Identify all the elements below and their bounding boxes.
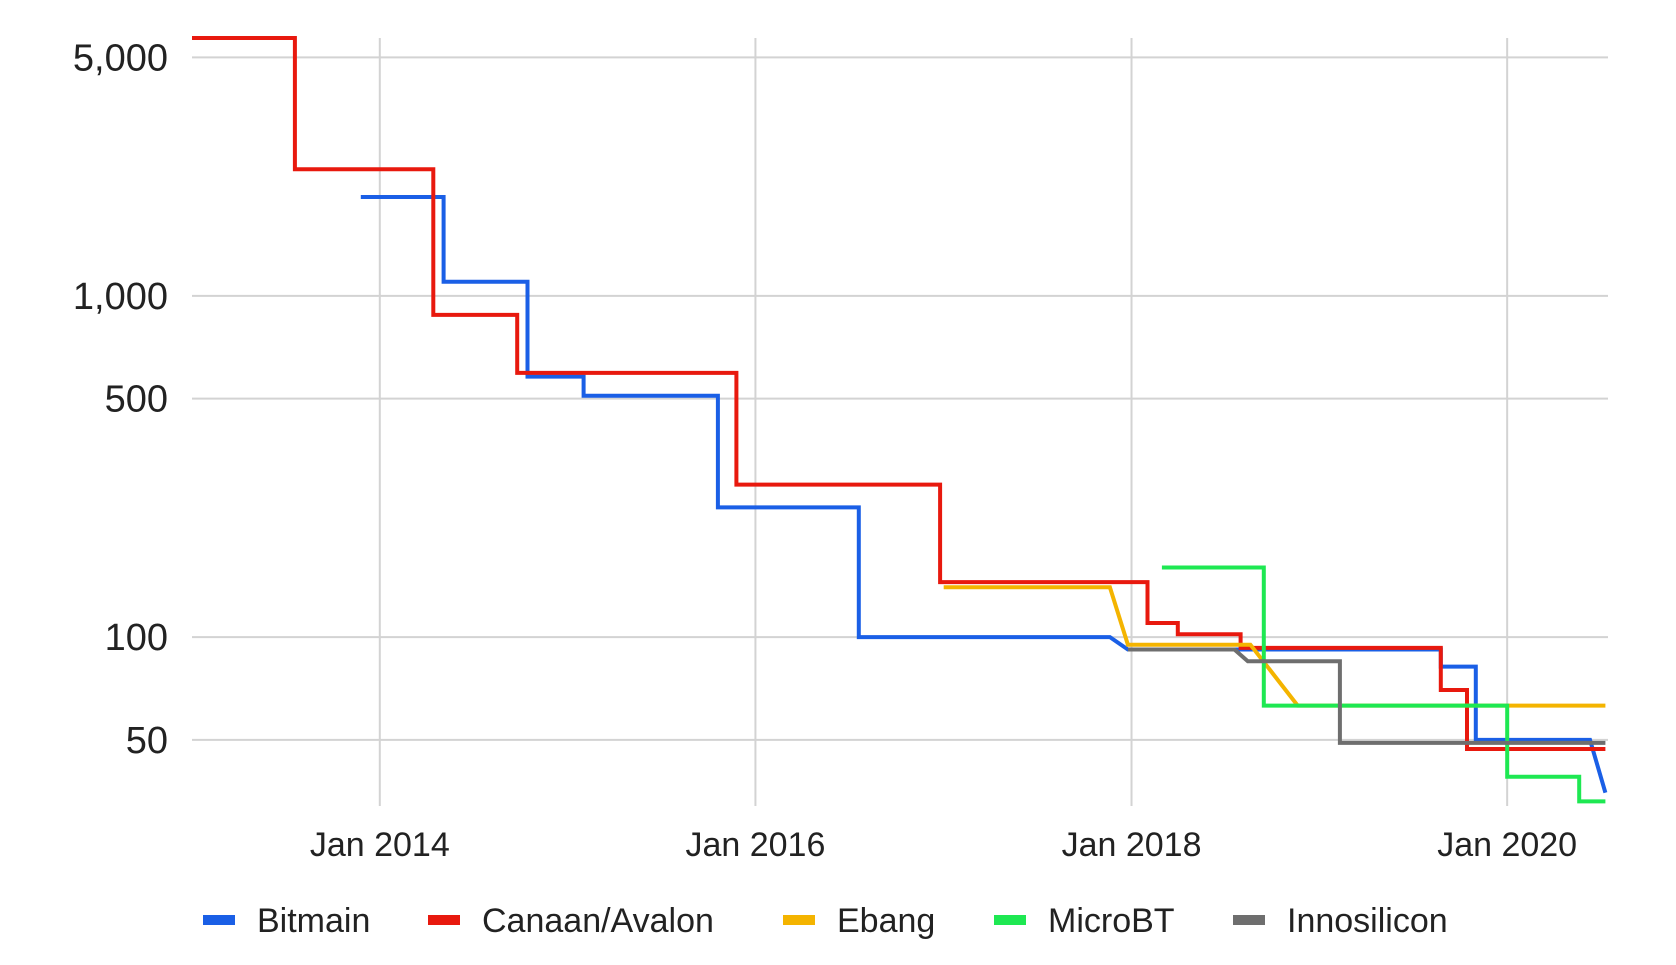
x-tick-label: Jan 2014 <box>310 826 450 864</box>
x-axis-ticks: Jan 2014 Jan 2016 Jan 2018 Jan 2020 <box>310 826 1577 864</box>
series-line-innosilicon <box>1127 647 1606 745</box>
y-axis-ticks: 5,000 1,000 500 100 50 <box>73 37 168 761</box>
legend-item: MicroBT <box>994 902 1175 940</box>
legend-swatch <box>994 915 1026 925</box>
legend-label: Ebang <box>837 902 935 940</box>
series-lines <box>192 36 1608 804</box>
grid <box>192 38 1608 806</box>
legend-label: Innosilicon <box>1287 902 1448 940</box>
legend-label: Bitmain <box>257 902 370 940</box>
x-tick-label: Jan 2018 <box>1062 826 1202 864</box>
legend: Bitmain Canaan/Avalon Ebang MicroBT Innosili… <box>203 902 1448 940</box>
legend-swatch <box>428 915 460 925</box>
legend-label: MicroBT <box>1048 902 1175 940</box>
y-tick-label: 500 <box>105 379 168 421</box>
y-tick-label: 50 <box>126 720 168 762</box>
y-tick-label: 100 <box>105 617 168 659</box>
legend-item: Canaan/Avalon <box>428 902 714 940</box>
y-tick-label: 5,000 <box>73 37 168 79</box>
legend-item: Bitmain <box>203 902 370 940</box>
y-tick-label: 1,000 <box>73 276 168 318</box>
x-tick-label: Jan 2016 <box>685 826 825 864</box>
x-tick-label: Jan 2020 <box>1437 826 1577 864</box>
series-line-bitmain <box>360 195 1608 794</box>
legend-item: Innosilicon <box>1233 902 1448 940</box>
legend-label: Canaan/Avalon <box>482 902 714 940</box>
legend-item: Ebang <box>783 902 935 940</box>
legend-swatch <box>203 915 235 925</box>
series-line-canaan-avalon <box>192 36 1606 751</box>
legend-swatch <box>783 915 815 925</box>
series-line-microbt <box>1161 565 1606 804</box>
legend-swatch <box>1233 915 1265 925</box>
